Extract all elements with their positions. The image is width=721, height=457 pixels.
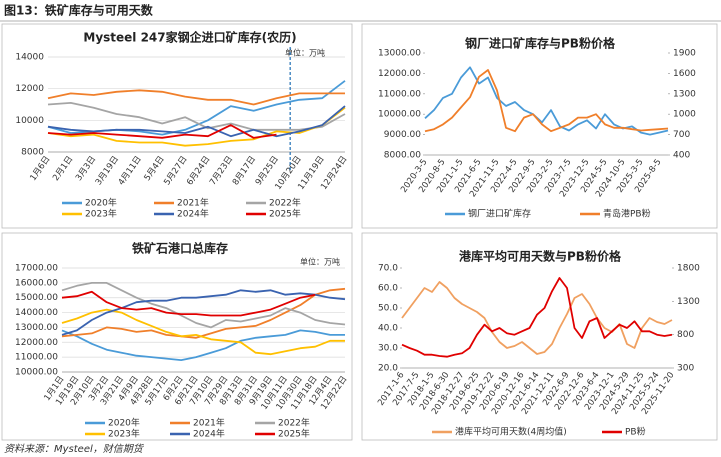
chart-title: Mysteel 247家钢企进口矿库存(农历) [83, 30, 296, 45]
legend-label: PB粉 [625, 426, 646, 438]
y2-tick-label: 700 [673, 130, 690, 140]
series-line [61, 289, 346, 336]
series-line [47, 105, 346, 138]
legend-label: 2025年 [278, 428, 310, 440]
y2-tick-label: 800 [677, 330, 694, 340]
y-tick-label: 10000 [15, 116, 44, 126]
legend-label: 2021年 [177, 197, 209, 209]
legend-label: 钢厂进口矿库存 [468, 208, 531, 220]
legend-label: 2023年 [108, 428, 140, 440]
y-tick-label: 10000.00 [15, 368, 58, 378]
source-note: 资料来源：Mysteel，财信期货 [4, 443, 145, 455]
panel-frame [1, 23, 353, 229]
series-line [401, 277, 673, 358]
y-tick-label: 60.0 [378, 284, 398, 294]
legend-label: 港库平均可用天数(4周均值) [455, 426, 567, 438]
series-line [61, 290, 316, 317]
y-tick-label: 15000.00 [15, 293, 58, 303]
y2-tick-label: 1300 [677, 297, 700, 307]
y2-tick-label: 400 [673, 151, 690, 161]
y-tick-label: 40.0 [378, 324, 398, 334]
y-tick-label: 10000.00 [378, 110, 421, 120]
y-tick-label: 20.0 [378, 364, 398, 374]
chart-title: 钢厂进口矿库存与PB粉价格 [465, 36, 616, 51]
y2-tick-label: 1300 [673, 89, 696, 99]
figure-title: 图13：铁矿库存与可用天数 [4, 3, 154, 18]
y-tick-label: 14000 [15, 53, 44, 63]
y-tick-label: 16000.00 [15, 278, 58, 288]
y2-tick-label: 1800 [677, 264, 700, 274]
series-line [47, 124, 277, 139]
legend-label: 青岛港PB粉 [603, 208, 651, 220]
legend-label: 2020年 [108, 417, 140, 429]
chart-title: 铁矿石港口总库存 [132, 241, 228, 256]
y-tick-label: 8000.00 [384, 151, 421, 161]
y-tick-label: 70.0 [378, 264, 398, 274]
y-tick-label: 17000.00 [15, 264, 58, 274]
series-line [47, 102, 346, 131]
series-line [47, 89, 345, 106]
y-tick-label: 14000.00 [15, 308, 58, 318]
y-tick-label: 12000 [15, 84, 44, 94]
y-tick-label: 11000.00 [378, 89, 421, 99]
y2-tick-label: 300 [677, 364, 694, 374]
series-line [61, 287, 346, 339]
chart-subtitle: 单位：万吨 [285, 48, 325, 58]
y2-tick-label: 1600 [673, 69, 696, 79]
series-line [424, 66, 669, 136]
y2-tick-label: 1900 [673, 49, 696, 59]
panel-frame [361, 23, 718, 229]
series-line [61, 308, 345, 356]
legend-label: 2020年 [85, 197, 117, 209]
y-tick-label: 8000 [21, 148, 44, 158]
y-tick-label: 30.0 [378, 344, 398, 354]
y-tick-label: 12000.00 [378, 69, 421, 79]
y-tick-label: 12000.00 [15, 338, 58, 348]
y-tick-label: 9000.00 [384, 130, 421, 140]
legend-label: 2021年 [193, 417, 225, 429]
series-line [401, 281, 673, 355]
legend-label: 2022年 [278, 417, 310, 429]
series-line [424, 69, 669, 133]
series-line [61, 329, 345, 361]
legend-label: 2023年 [85, 208, 117, 220]
y-tick-label: 11000.00 [15, 353, 58, 363]
series-line [61, 282, 346, 329]
legend-label: 2024年 [177, 208, 209, 220]
legend-label: 2025年 [269, 208, 301, 220]
chart-subtitle: 单位：万吨 [300, 257, 340, 267]
legend-label: 2024年 [193, 428, 225, 440]
legend-label: 2022年 [269, 197, 301, 209]
panel-frame [361, 232, 718, 441]
y-tick-label: 50.0 [378, 304, 398, 314]
panel-frame [1, 232, 353, 441]
chart-title: 港库平均可用天数与PB粉价格 [459, 249, 622, 264]
y-tick-label: 13000.00 [15, 323, 58, 333]
y-tick-label: 13000.00 [378, 49, 421, 59]
y2-tick-label: 1000 [673, 110, 696, 120]
